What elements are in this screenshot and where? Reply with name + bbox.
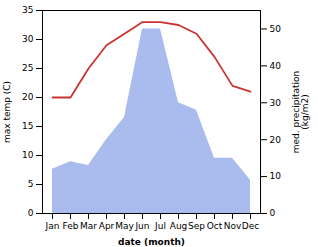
svg-text:Mar: Mar (80, 221, 97, 231)
svg-text:date (month): date (month) (118, 237, 185, 247)
svg-text:10: 10 (22, 150, 34, 160)
svg-text:Aug: Aug (170, 221, 188, 231)
svg-text:med. precipitation(kg/m2): med. precipitation(kg/m2) (291, 71, 310, 153)
svg-text:Dec: Dec (242, 221, 259, 231)
svg-text:50: 50 (270, 24, 282, 34)
svg-text:5: 5 (28, 179, 34, 189)
svg-text:Feb: Feb (63, 221, 79, 231)
svg-text:Jan: Jan (45, 221, 60, 231)
svg-text:Jul: Jul (154, 221, 166, 231)
svg-text:May: May (115, 221, 134, 231)
svg-text:max temp (C): max temp (C) (2, 81, 12, 143)
svg-text:10: 10 (270, 171, 282, 181)
svg-text:Oct: Oct (207, 221, 223, 231)
svg-text:Jun: Jun (134, 221, 149, 231)
svg-text:40: 40 (270, 61, 282, 71)
svg-text:30: 30 (270, 98, 282, 108)
svg-text:Apr: Apr (99, 221, 115, 231)
svg-text:0: 0 (28, 208, 34, 218)
svg-text:20: 20 (22, 92, 34, 102)
svg-text:Nov: Nov (224, 221, 242, 231)
svg-text:15: 15 (22, 121, 33, 131)
svg-text:25: 25 (22, 63, 33, 73)
svg-text:30: 30 (22, 34, 34, 44)
svg-text:Sep: Sep (188, 221, 205, 231)
svg-text:0: 0 (270, 208, 276, 218)
svg-text:35: 35 (22, 5, 33, 15)
svg-text:20: 20 (270, 135, 282, 145)
